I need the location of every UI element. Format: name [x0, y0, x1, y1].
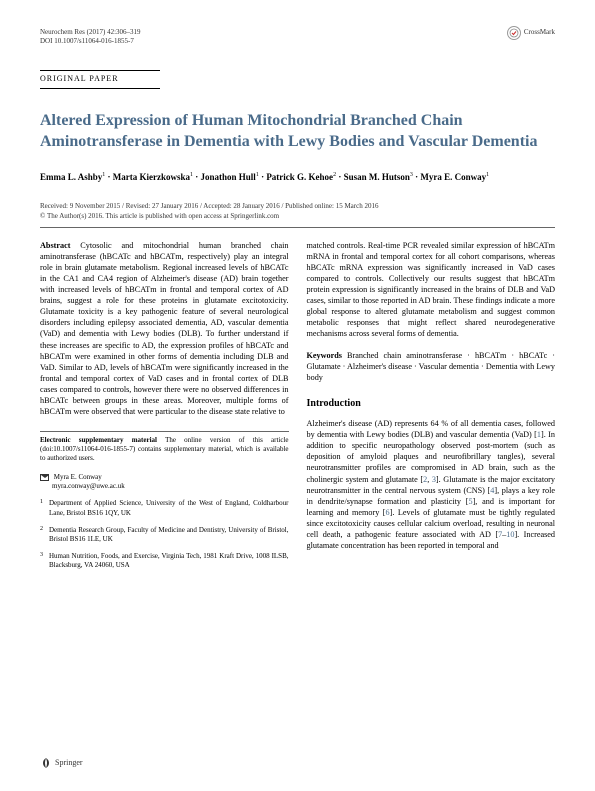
- author-list: Emma L. Ashby1 · Marta Kierzkowska1 · Jo…: [40, 171, 555, 185]
- article-category: ORIGINAL PAPER: [40, 70, 160, 89]
- left-column: Abstract Cytosolic and mitochondrial hum…: [40, 240, 289, 570]
- affiliation-2: 2 Dementia Research Group, Faculty of Me…: [40, 526, 289, 544]
- abstract-paragraph: Abstract Cytosolic and mitochondrial hum…: [40, 240, 289, 417]
- citation-link[interactable]: 7: [498, 530, 502, 539]
- corr-author-name: Myra E. Conway: [54, 473, 102, 481]
- two-column-body: Abstract Cytosolic and mitochondrial hum…: [40, 240, 555, 570]
- introduction-heading: Introduction: [307, 397, 556, 411]
- affiliation-1: 1 Department of Applied Science, Univers…: [40, 499, 289, 517]
- introduction-paragraph: Alzheimer's disease (AD) represents 64 %…: [307, 418, 556, 551]
- crossmark-label: CrossMark: [524, 28, 555, 37]
- corresponding-author: Myra E. Conway myra.conway@uwe.ac.uk: [40, 473, 289, 491]
- affil-num: 2: [40, 526, 43, 544]
- right-column: matched controls. Real-time PCR revealed…: [307, 240, 556, 570]
- abstract-text: Cytosolic and mitochondrial human branch…: [40, 241, 289, 416]
- supp-label: Electronic supplementary material: [40, 436, 157, 444]
- affiliation-3: 3 Human Nutrition, Foods, and Exercise, …: [40, 552, 289, 570]
- abstract-label: Abstract: [40, 241, 70, 250]
- keywords-paragraph: Keywords Branched chain aminotransferase…: [307, 350, 556, 383]
- corr-author-email: myra.conway@uwe.ac.uk: [52, 482, 125, 490]
- intro-text: Alzheimer's disease (AD) represents 64 %…: [307, 419, 556, 439]
- affil-text: Department of Applied Science, Universit…: [49, 499, 289, 517]
- crossmark-badge[interactable]: CrossMark: [507, 26, 555, 40]
- article-dates: Received: 9 November 2015 / Revised: 27 …: [40, 202, 555, 228]
- publisher-footer: Springer: [40, 757, 83, 769]
- doi: DOI 10.1007/s11064-016-1855-7: [40, 37, 555, 46]
- received-accepted-dates: Received: 9 November 2015 / Revised: 27 …: [40, 202, 555, 211]
- keywords-text: Branched chain aminotransferase · hBCATm…: [307, 351, 556, 382]
- copyright-line: © The Author(s) 2016. This article is pu…: [40, 212, 555, 221]
- envelope-icon: [40, 474, 49, 481]
- affil-num: 3: [40, 552, 43, 570]
- crossmark-icon: [507, 26, 521, 40]
- affil-num: 1: [40, 499, 43, 517]
- publisher-name: Springer: [55, 758, 83, 769]
- supplementary-material-box: Electronic supplementary material The on…: [40, 431, 289, 463]
- affil-text: Human Nutrition, Foods, and Exercise, Vi…: [49, 552, 289, 570]
- journal-meta: Neurochem Res (2017) 42:306–319 DOI 10.1…: [40, 28, 555, 46]
- abstract-continued: matched controls. Real-time PCR revealed…: [307, 240, 556, 340]
- journal-ref: Neurochem Res (2017) 42:306–319: [40, 28, 555, 37]
- article-title: Altered Expression of Human Mitochondria…: [40, 111, 555, 153]
- keywords-label: Keywords: [307, 351, 342, 360]
- citation-link[interactable]: 2: [423, 475, 427, 484]
- springer-icon: [40, 757, 52, 769]
- affil-text: Dementia Research Group, Faculty of Medi…: [49, 526, 289, 544]
